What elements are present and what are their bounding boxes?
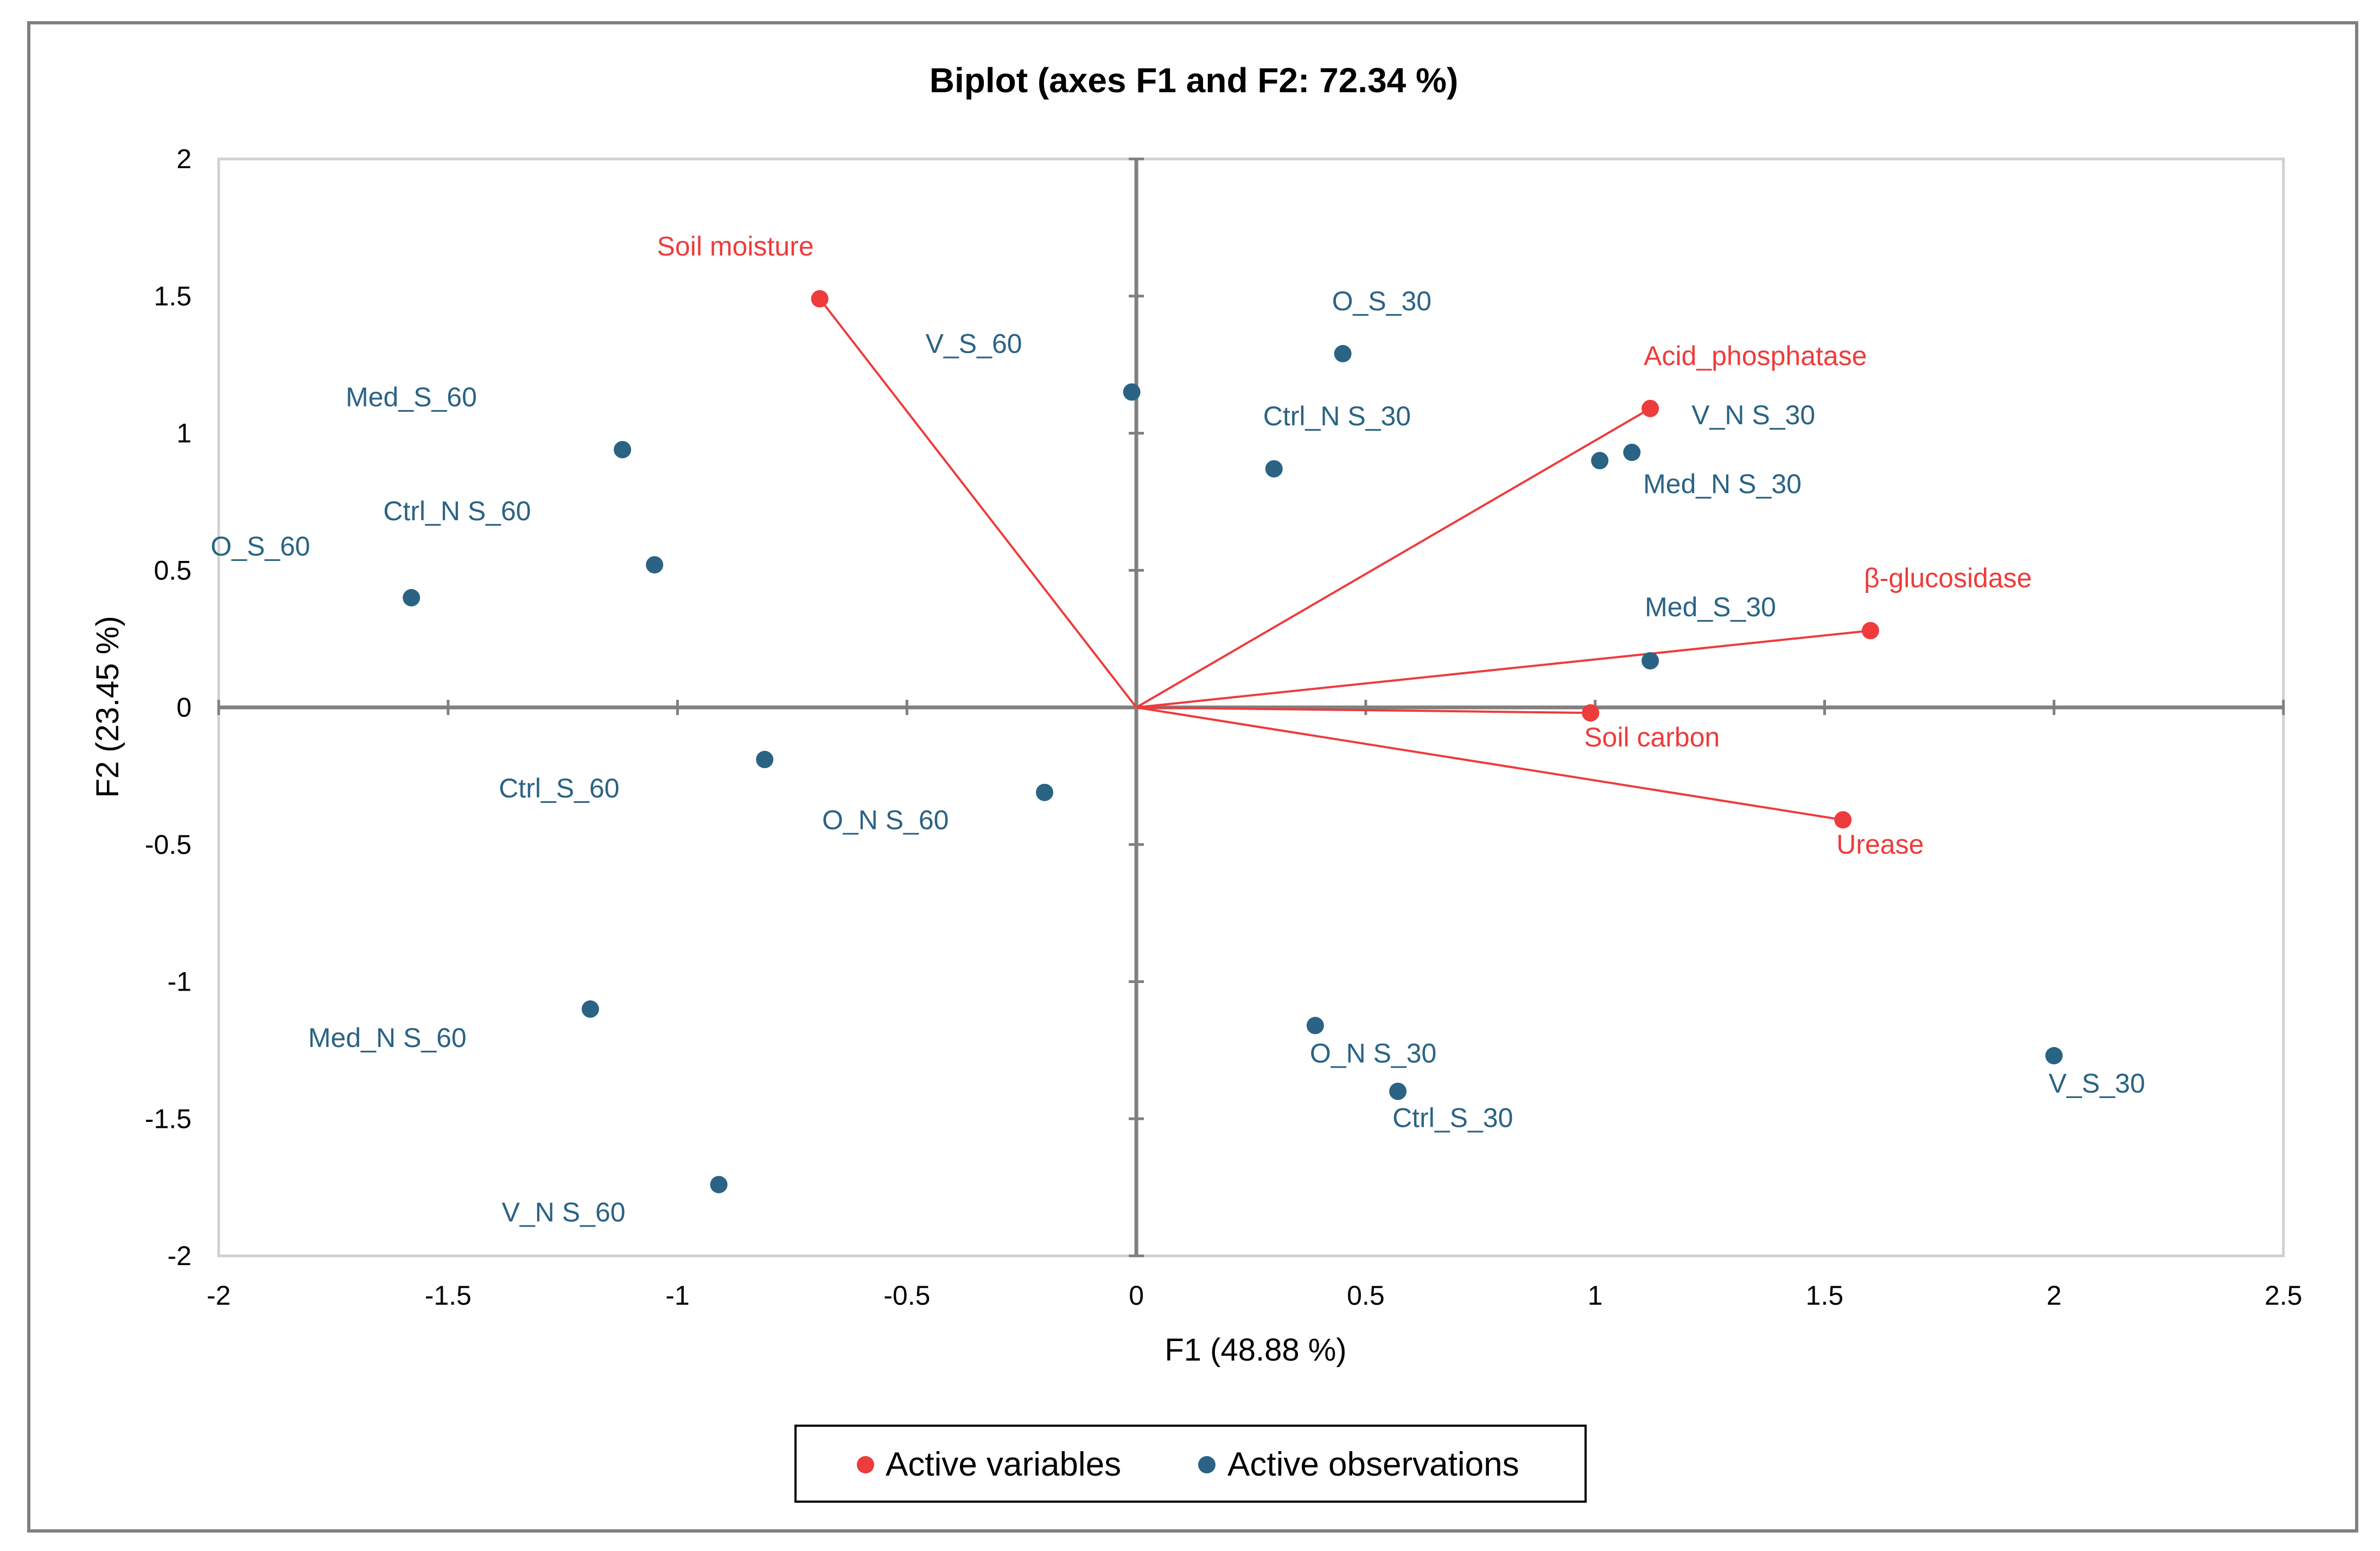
variable-vector	[1136, 706, 1591, 714]
observation-label: Med_N S_60	[308, 1023, 467, 1053]
observation-point	[614, 441, 632, 458]
observation-point	[1591, 452, 1609, 470]
observation-point	[1306, 1017, 1324, 1035]
x-tick-label: -2	[207, 1280, 231, 1311]
observation-point	[1641, 652, 1659, 670]
x-axis-title: F1 (48.88 %)	[1164, 1332, 1346, 1368]
variable-label: Urease	[1836, 829, 1924, 859]
observation-label: V_N S_60	[502, 1197, 626, 1228]
variable-vector	[1136, 629, 1871, 709]
x-tick-label: 0.5	[1347, 1280, 1385, 1311]
observation-label: V_S_60	[926, 329, 1022, 359]
variable-point	[1862, 622, 1879, 640]
y-tick-label: 1.5	[154, 281, 192, 311]
data-points	[403, 290, 2063, 1193]
outer-border	[27, 21, 2358, 1533]
legend-variable-marker	[857, 1456, 874, 1473]
variable-vector	[1136, 706, 1843, 821]
x-tick-label: -1.5	[425, 1280, 472, 1311]
y-tick-label: -0.5	[145, 829, 192, 860]
legend-observation-label: Active observations	[1227, 1446, 1519, 1483]
y-axis-title: F2 (23.45 %)	[90, 616, 125, 797]
observation-point	[646, 556, 664, 574]
variable-vector	[1136, 407, 1651, 709]
observation-label: O_N S_60	[822, 805, 949, 835]
observation-point	[1334, 344, 1352, 362]
observation-label: O_S_60	[211, 531, 310, 561]
observation-label: V_S_30	[2048, 1068, 2145, 1099]
observation-label: O_N S_30	[1310, 1038, 1436, 1068]
observation-point	[1036, 783, 1053, 801]
variable-label: Soil carbon	[1584, 722, 1720, 752]
variable-label: Acid_phosphatase	[1644, 341, 1867, 371]
observation-label: Ctrl_N S_30	[1263, 401, 1411, 431]
axes-layer: -2 -1.5 -1 -0.5 0 0.5 1 1.5 2 2.5 -2 -1.5 -1 -0.5 0 0.5…	[145, 144, 2302, 1311]
x-tick-label: -0.5	[883, 1280, 930, 1311]
x-tick-label: 0	[1129, 1280, 1144, 1311]
variable-label: β-glucosidase	[1864, 563, 2032, 593]
observation-point	[1265, 460, 1283, 478]
variable-label: Soil moisture	[657, 231, 814, 261]
legend-box	[794, 1425, 1587, 1503]
y-tick-label: 0	[176, 692, 192, 723]
observation-label: Med_S_30	[1645, 592, 1776, 622]
variable-point	[1582, 704, 1600, 722]
variable-point	[1641, 400, 1659, 418]
observation-point	[581, 1000, 599, 1018]
x-tick-label: 2	[2046, 1280, 2061, 1311]
observation-point	[2045, 1046, 2063, 1064]
legend-variable-label: Active variables	[886, 1446, 1121, 1483]
observation-label: Ctrl_S_30	[1392, 1103, 1513, 1133]
observation-label: Med_N S_30	[1643, 469, 1802, 499]
observation-point	[1123, 383, 1141, 401]
y-tick-label: -1.5	[145, 1103, 192, 1134]
observation-point	[1389, 1082, 1407, 1100]
y-tick-label: 1	[176, 418, 192, 449]
y-tick-label: 2	[176, 144, 192, 174]
y-tick-label: -1	[168, 967, 192, 997]
x-tick-label: 1	[1588, 1280, 1603, 1311]
observation-label: V_N S_30	[1691, 400, 1815, 430]
observation-point	[1623, 443, 1641, 461]
point-labels: Soil moisture Acid_phosphatase β-glucosida…	[211, 231, 2145, 1228]
x-tick-label: 2.5	[2264, 1280, 2302, 1311]
variable-point	[811, 290, 829, 308]
x-tick-label: -1	[665, 1280, 689, 1311]
observation-label: Ctrl_S_60	[499, 773, 619, 803]
observation-point	[403, 589, 421, 607]
observation-label: O_S_30	[1332, 286, 1431, 316]
y-tick-label: 0.5	[154, 555, 192, 585]
observation-label: Med_S_60	[346, 382, 477, 412]
variable-vectors	[819, 298, 1871, 821]
y-tick-label: -2	[168, 1241, 192, 1271]
legend: Active variables Active observations	[794, 1425, 1587, 1503]
x-tick-label: 1.5	[1806, 1280, 1844, 1311]
chart-title: Biplot (axes F1 and F2: 72.34 %)	[930, 61, 1459, 100]
observation-label: Ctrl_N S_60	[383, 496, 531, 526]
observation-point	[710, 1176, 728, 1193]
variable-vector	[819, 298, 1137, 709]
variable-point	[1834, 811, 1852, 829]
legend-observation-marker	[1198, 1456, 1216, 1473]
observation-point	[756, 751, 774, 769]
